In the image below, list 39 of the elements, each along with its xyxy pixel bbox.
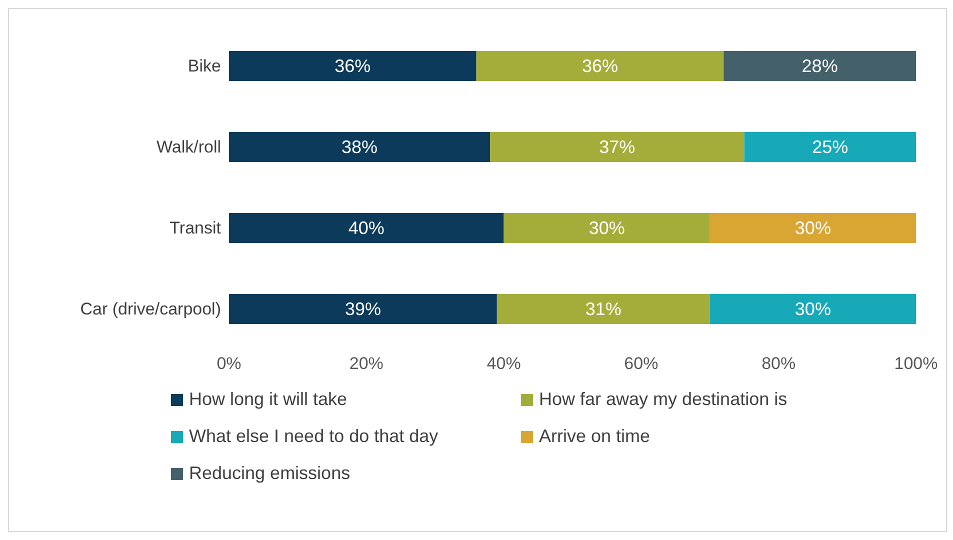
x-tick-label: 60%	[624, 354, 658, 374]
legend-label: How far away my destination is	[539, 389, 788, 410]
data-label: 28%	[802, 56, 838, 76]
legend-label: Reducing emissions	[189, 463, 350, 484]
x-tick-label: 40%	[486, 354, 521, 374]
bar	[229, 294, 497, 324]
data-label: 39%	[344, 299, 381, 319]
y-tick-label: Bike	[188, 56, 221, 76]
x-tick-label: 100%	[894, 354, 938, 374]
x-tick-label: 20%	[349, 354, 384, 374]
data-label: 30%	[794, 218, 831, 238]
legend-label: What else I need to do that day	[189, 426, 438, 447]
data-label: 36%	[582, 56, 618, 76]
data-label: 25%	[812, 137, 848, 157]
data-label: 30%	[588, 218, 625, 238]
data-label: 40%	[348, 218, 384, 238]
bar	[710, 294, 916, 324]
bar	[229, 213, 504, 243]
data-label: 37%	[599, 137, 636, 157]
legend-label: How long it will take	[189, 389, 348, 410]
bar	[504, 213, 710, 243]
data-label: 30%	[794, 299, 831, 319]
y-tick-label: Walk/roll	[156, 138, 221, 157]
y-tick-label: Car (drive/carpool)	[80, 300, 221, 319]
x-tick-label: 0%	[216, 354, 242, 374]
bar	[476, 51, 724, 81]
data-label: 38%	[342, 137, 378, 157]
data-label: 36%	[334, 56, 371, 76]
bar	[496, 294, 710, 324]
data-label: 31%	[585, 299, 622, 319]
legend-label: Arrive on time	[539, 426, 650, 447]
bar	[724, 51, 916, 81]
bar	[710, 213, 916, 243]
bar	[744, 132, 916, 162]
bar	[229, 132, 490, 162]
x-tick-label: 80%	[762, 354, 796, 374]
bar	[229, 51, 476, 81]
y-tick-label: Transit	[170, 218, 222, 238]
bar	[490, 132, 744, 162]
